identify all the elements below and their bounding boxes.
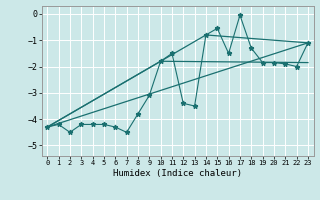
X-axis label: Humidex (Indice chaleur): Humidex (Indice chaleur) [113,169,242,178]
